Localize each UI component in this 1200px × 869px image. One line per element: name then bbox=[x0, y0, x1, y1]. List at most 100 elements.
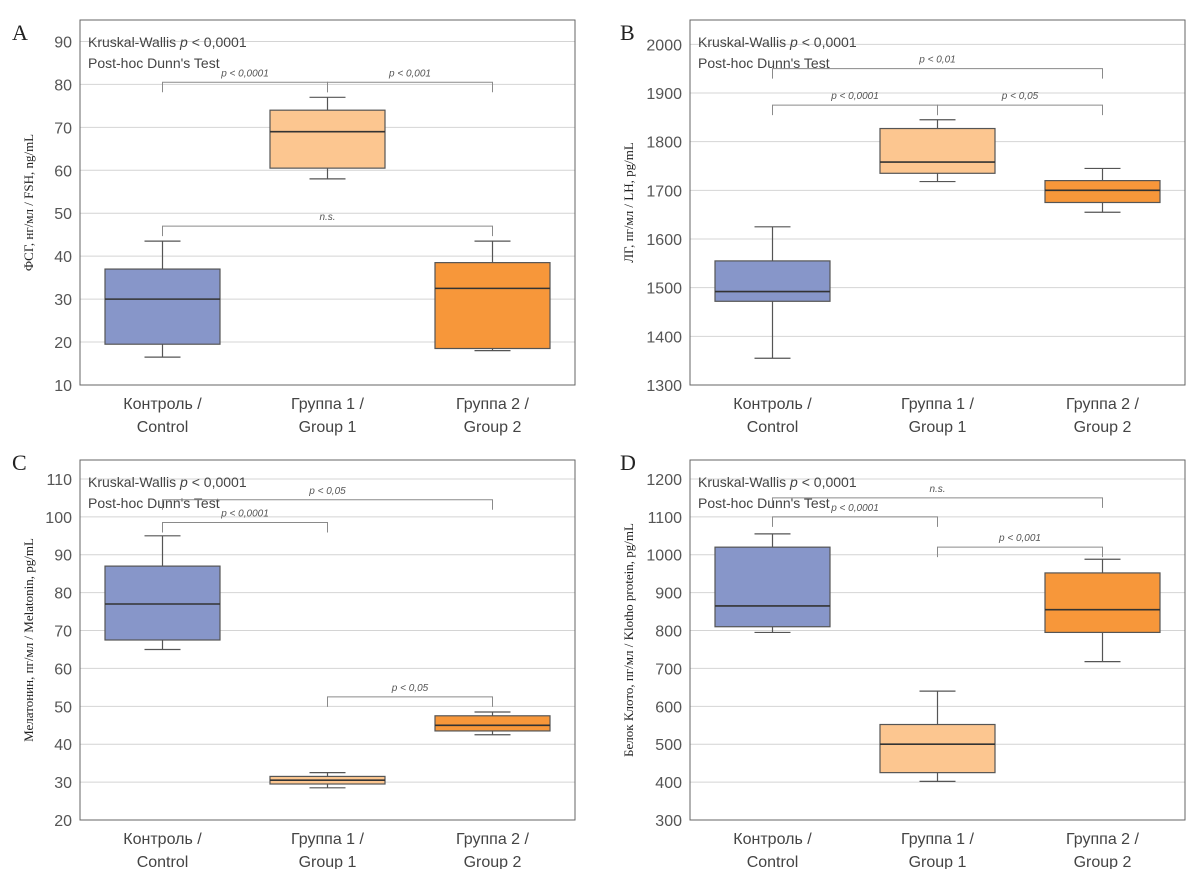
test-note: Kruskal-Wallis p < 0,0001 bbox=[88, 34, 247, 50]
box-group-1 bbox=[879, 690, 996, 782]
y-axis-label: Белок Клото, пг/мл / Klotho protein, pg/… bbox=[621, 523, 636, 757]
y-tick-label: 500 bbox=[655, 737, 682, 754]
y-axis-label: ЛГ, пг/мл / LH, pg/mL bbox=[621, 142, 636, 263]
y-tick-label: 60 bbox=[54, 163, 72, 180]
posthoc-note: Post-hoc Dunn's Test bbox=[698, 55, 830, 71]
y-tick-label: 700 bbox=[655, 661, 682, 678]
y-tick-label: 1700 bbox=[646, 183, 682, 200]
iqr-box bbox=[434, 715, 551, 732]
y-tick-label: 20 bbox=[54, 335, 72, 352]
plot-frame bbox=[689, 459, 1186, 821]
category-label: Control bbox=[747, 854, 799, 869]
comparison-label: p < 0,0001 bbox=[830, 91, 879, 102]
comparison-label: p < 0,0001 bbox=[220, 68, 269, 79]
category-label: Group 2 bbox=[1074, 419, 1132, 436]
comparison-label: p < 0,0001 bbox=[830, 503, 879, 514]
comparison-bracket bbox=[162, 81, 328, 93]
comparison-label: p < 0,05 bbox=[1001, 91, 1039, 102]
y-tick-label: 1500 bbox=[646, 281, 682, 298]
plot-frame bbox=[79, 19, 576, 386]
iqr-box bbox=[104, 268, 221, 345]
box-control bbox=[104, 535, 221, 651]
test-note: Kruskal-Wallis p < 0,0001 bbox=[698, 474, 857, 490]
y-axis-label: ФСГ, нг/мл / FSH, ng/mL bbox=[21, 134, 36, 271]
comparison-label: p < 0,001 bbox=[998, 533, 1041, 544]
panel-d: D 300 400 500 600 700 800 900 1000 1100 1200 Белок … bbox=[620, 450, 1186, 869]
comparison-label: n.s. bbox=[319, 212, 335, 223]
plot-frame bbox=[689, 19, 1186, 386]
category-label: Контроль / bbox=[733, 831, 812, 848]
box-control bbox=[714, 226, 831, 359]
iqr-box bbox=[269, 109, 386, 169]
comparison-bracket bbox=[327, 696, 493, 707]
test-note: Kruskal-Wallis p < 0,0001 bbox=[698, 34, 857, 50]
y-tick-label: 70 bbox=[54, 120, 72, 137]
y-tick-label: 1300 bbox=[646, 378, 682, 395]
comparison-bracket bbox=[162, 522, 328, 533]
y-tick-label: 1000 bbox=[646, 548, 682, 565]
y-tick-label: 400 bbox=[655, 775, 682, 792]
comparison-bracket bbox=[162, 499, 493, 510]
comparison-bracket bbox=[937, 104, 1103, 116]
panel-letter: C bbox=[12, 450, 27, 475]
y-tick-label: 1800 bbox=[646, 135, 682, 152]
y-tick-label: 1200 bbox=[646, 472, 682, 489]
posthoc-note: Post-hoc Dunn's Test bbox=[88, 495, 220, 511]
category-label: Control bbox=[137, 854, 189, 869]
panel-c: C 20 30 40 50 60 70 80 90 100 110 Мелатонин, пг/мл … bbox=[12, 450, 576, 869]
category-label: Группа 1 / bbox=[291, 831, 365, 848]
category-label: Group 1 bbox=[299, 854, 357, 869]
panel-letter: B bbox=[620, 20, 635, 45]
posthoc-note: Post-hoc Dunn's Test bbox=[698, 495, 830, 511]
y-tick-label: 80 bbox=[54, 586, 72, 603]
box-group-2 bbox=[1044, 167, 1161, 213]
y-tick-label: 90 bbox=[54, 34, 72, 51]
y-tick-label: 60 bbox=[54, 661, 72, 678]
box-group-2 bbox=[434, 240, 551, 352]
y-tick-label: 30 bbox=[54, 775, 72, 792]
test-note: Kruskal-Wallis p < 0,0001 bbox=[88, 474, 247, 490]
box-group-1 bbox=[269, 96, 386, 180]
comparison-label: p < 0,01 bbox=[918, 55, 955, 66]
category-label: Контроль / bbox=[123, 831, 202, 848]
comparison-bracket bbox=[772, 68, 1103, 79]
y-tick-label: 300 bbox=[655, 813, 682, 830]
comparison-bracket bbox=[937, 546, 1103, 558]
comparison-label: n.s. bbox=[929, 484, 945, 495]
y-tick-label: 2000 bbox=[646, 37, 682, 54]
category-label: Group 1 bbox=[909, 854, 967, 869]
category-label: Группа 2 / bbox=[456, 831, 530, 848]
box-group-2 bbox=[434, 711, 551, 736]
y-tick-label: 110 bbox=[46, 472, 72, 489]
category-label: Контроль / bbox=[123, 396, 202, 413]
y-tick-label: 40 bbox=[54, 737, 72, 754]
panel-letter: D bbox=[620, 450, 636, 475]
y-tick-label: 600 bbox=[655, 699, 682, 716]
category-label: Группа 2 / bbox=[456, 396, 530, 413]
iqr-box bbox=[434, 262, 551, 350]
category-label: Group 2 bbox=[464, 854, 522, 869]
y-tick-label: 900 bbox=[655, 586, 682, 603]
plot-frame bbox=[79, 459, 576, 821]
iqr-box bbox=[1044, 180, 1161, 204]
comparison-label: p < 0,0001 bbox=[220, 509, 269, 520]
comparison-bracket bbox=[327, 81, 493, 93]
category-label: Группа 2 / bbox=[1066, 831, 1140, 848]
y-tick-label: 1400 bbox=[646, 329, 682, 346]
panel-b: B 1300 1400 1500 1600 1700 1800 1900 2000 ЛГ, пг/… bbox=[620, 19, 1186, 436]
y-axis-label: Мелатонин, пг/мл / Melatonin, pg/mL bbox=[21, 538, 36, 742]
box-group-2 bbox=[1044, 558, 1161, 663]
category-label: Group 2 bbox=[1074, 854, 1132, 869]
comparison-bracket bbox=[772, 497, 1103, 508]
comparison-label: p < 0,05 bbox=[308, 486, 346, 497]
iqr-box bbox=[714, 546, 831, 628]
y-tick-label: 800 bbox=[655, 624, 682, 641]
box-group-1 bbox=[269, 772, 386, 789]
category-label: Контроль / bbox=[733, 396, 812, 413]
category-label: Группа 2 / bbox=[1066, 396, 1140, 413]
y-tick-label: 30 bbox=[54, 292, 72, 309]
category-label: Группа 1 / bbox=[901, 396, 975, 413]
y-tick-label: 1100 bbox=[648, 510, 683, 527]
y-tick-label: 10 bbox=[54, 378, 72, 395]
